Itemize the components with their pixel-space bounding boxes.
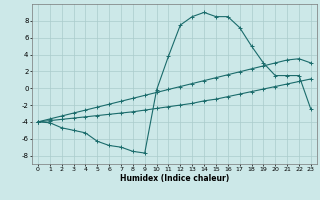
X-axis label: Humidex (Indice chaleur): Humidex (Indice chaleur)	[120, 174, 229, 183]
